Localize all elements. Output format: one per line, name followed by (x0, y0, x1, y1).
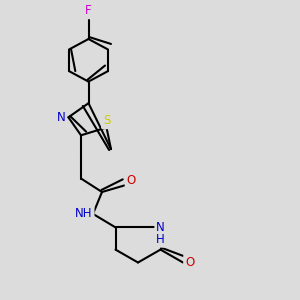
Text: NH: NH (75, 207, 93, 220)
Text: H: H (156, 233, 165, 246)
Text: O: O (185, 256, 194, 269)
Text: N: N (56, 111, 65, 124)
Text: S: S (103, 114, 110, 128)
Text: N: N (156, 221, 165, 234)
Text: O: O (127, 174, 136, 188)
Text: F: F (85, 4, 92, 17)
